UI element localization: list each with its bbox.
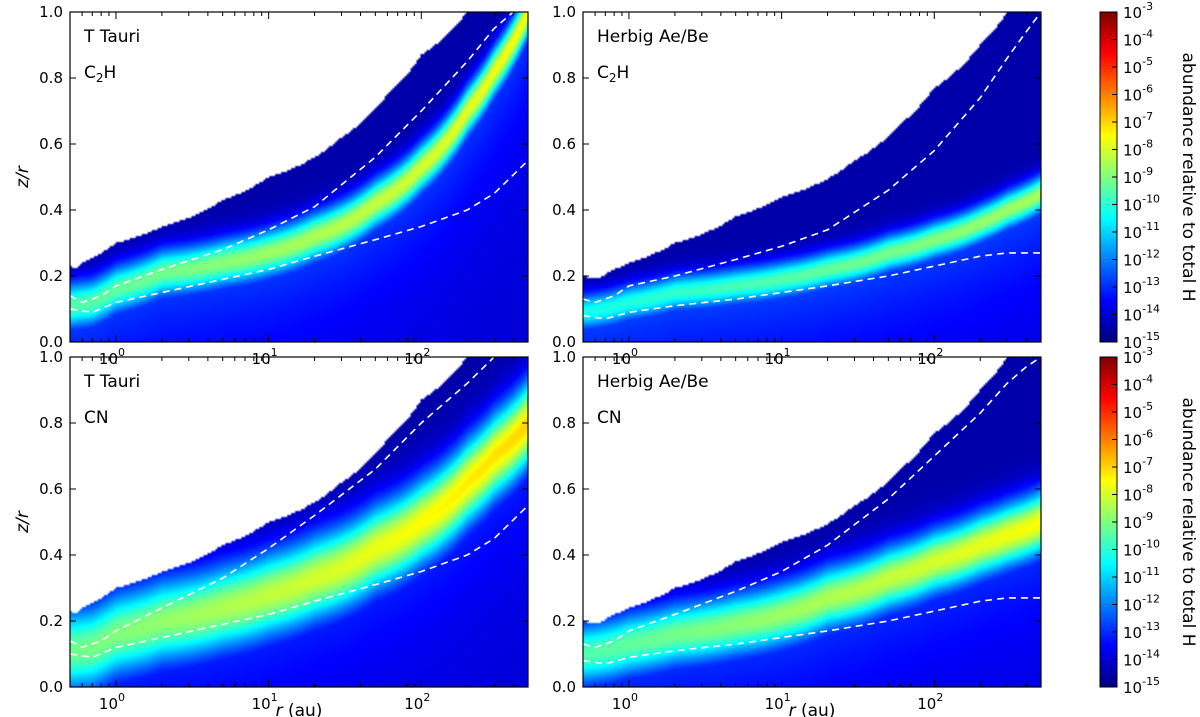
colorbar-label: abundance relative to total H — [1178, 397, 1198, 646]
colorbar-tick-label: 10-15 — [1123, 330, 1160, 352]
y-tick-label: 0.0 — [39, 678, 63, 696]
abundance-heatmap — [583, 12, 1041, 342]
colorbar-tick-label: 10-13 — [1123, 620, 1160, 642]
colorbar-tick-label: 10-9 — [1123, 510, 1153, 532]
y-tick-label: 0.2 — [552, 612, 576, 630]
colorbar-tick-label: 10-9 — [1123, 165, 1153, 187]
x-tick-label: 101 — [765, 691, 791, 713]
colorbar-top: 10-3 10-4 10-5 10-6 10-7 10-8 10-9 10-10 10-11 10… — [1099, 0, 1198, 352]
x-axis-label: r (au) — [276, 701, 323, 717]
x-tick-label: 100 — [99, 691, 125, 713]
colorbar-bottom: 10-3 10-4 10-5 10-6 10-7 10-8 10-9 10-10 10-11 10… — [1099, 345, 1198, 697]
x-tick-label: 102 — [917, 691, 943, 713]
colorbar-tick-label: 10-12 — [1123, 593, 1160, 615]
y-tick-label: 0.0 — [39, 333, 63, 351]
upper-dashed-contour — [70, 357, 496, 649]
colorbar-tick-label: 10-8 — [1123, 483, 1153, 505]
colorbar-tick-label: 10-11 — [1123, 220, 1160, 242]
panel-bottom-right: 0.0 0.2 0.4 0.6 0.8 1.0 100 101 102 Herbig Ae/Be C… — [552, 348, 1042, 717]
colorbar-tick-label: 10-10 — [1123, 193, 1160, 215]
y-tick-label: 0.2 — [39, 612, 63, 630]
colorbar-tick-label: 10-4 — [1123, 28, 1153, 50]
colorbar-tick-label: 10-10 — [1123, 538, 1160, 560]
x-tick-label: 101 — [252, 691, 278, 713]
y-tick-label: 0.6 — [39, 480, 63, 498]
y-tick-label: 0.8 — [552, 69, 576, 87]
colorbar-label: abundance relative to total H — [1178, 52, 1198, 301]
colorbar-tick-label: 10-6 — [1123, 428, 1153, 450]
colorbar-tick-label: 10-4 — [1123, 373, 1153, 395]
y-tick-label: 1.0 — [552, 348, 576, 366]
y-tick-label: 0.6 — [552, 135, 576, 153]
y-tick-label: 0.4 — [552, 201, 576, 219]
axes-frame — [69, 11, 529, 343]
lower-dashed-contour — [70, 504, 528, 659]
x-tick-label: 102 — [404, 691, 430, 713]
colorbar-tick-label: 10-6 — [1123, 83, 1153, 105]
lower-dashed-contour — [70, 159, 528, 314]
upper-dashed-contour — [583, 12, 1041, 304]
colorbar-tick-label: 10-8 — [1123, 138, 1153, 160]
abundance-heatmap — [70, 357, 528, 687]
y-tick-label: 0.6 — [552, 480, 576, 498]
disk-type-label: Herbig Ae/Be — [597, 27, 709, 47]
y-tick-label: 0.8 — [39, 414, 63, 432]
y-tick-label: 0.8 — [39, 69, 63, 87]
colorbars-group: 10-3 10-4 10-5 10-6 10-7 10-8 10-9 10-10 10-11 10… — [1099, 0, 1198, 697]
colorbar-tick-label: 10-3 — [1123, 345, 1153, 367]
disk-type-label: T Tauri — [83, 27, 140, 47]
y-tick-label: 0.6 — [39, 135, 63, 153]
colorbar-tick-label: 10-3 — [1123, 0, 1153, 22]
disk-type-label: T Tauri — [83, 372, 140, 392]
y-tick-label: 1.0 — [552, 3, 576, 21]
colorbar-tick-label: 10-14 — [1123, 648, 1160, 670]
y-tick-label: 0.4 — [552, 546, 576, 564]
colorbar-tick-label: 10-5 — [1123, 400, 1153, 422]
x-tick-label: 100 — [612, 691, 638, 713]
y-tick-label: 0.4 — [39, 201, 63, 219]
y-tick-label: 0.0 — [552, 678, 576, 696]
colorbar-tick-label: 10-13 — [1123, 275, 1160, 297]
upper-dashed-contour — [70, 12, 515, 304]
colorbar-tick-label: 10-7 — [1123, 110, 1153, 132]
y-tick-label: 0.2 — [39, 267, 63, 285]
species-label: C2H — [84, 63, 116, 85]
y-tick-label: 1.0 — [39, 3, 63, 21]
axes-frame — [582, 356, 1042, 688]
upper-dashed-contour — [583, 357, 1041, 649]
y-tick-label: 0.2 — [552, 267, 576, 285]
colorbar-tick-label: 10-5 — [1123, 55, 1153, 77]
species-label: CN — [597, 408, 622, 428]
colorbar-tick-label: 10-11 — [1123, 565, 1160, 587]
colorbar-tick-label: 10-12 — [1123, 248, 1160, 270]
y-tick-label: 0.0 — [552, 333, 576, 351]
disk-type-label: Herbig Ae/Be — [597, 372, 709, 392]
colorbar-tick-label: 10-14 — [1123, 303, 1160, 325]
y-tick-label: 0.8 — [552, 414, 576, 432]
colorbar-tick-label: 10-15 — [1123, 675, 1160, 697]
axes-frame — [582, 11, 1042, 343]
abundance-heatmap — [583, 357, 1041, 687]
abundance-heatmap — [70, 12, 528, 342]
panels-group: 0.0 0.2 0.4 0.6 0.8 1.0 100 101 102 T Tauri C2H z/r… — [13, 3, 1042, 717]
y-axis-label: z/r — [13, 165, 33, 189]
panel-bottom-left: 0.0 0.2 0.4 0.6 0.8 1.0 100 101 102 T Tauri CN z/r r… — [13, 348, 529, 717]
y-tick-label: 1.0 — [39, 348, 63, 366]
colorbar-tick-label: 10-7 — [1123, 455, 1153, 477]
species-label: C2H — [597, 63, 629, 85]
y-tick-label: 0.4 — [39, 546, 63, 564]
x-axis-label: r (au) — [789, 701, 836, 717]
species-label: CN — [84, 408, 109, 428]
y-axis-label: z/r — [13, 510, 33, 534]
axes-frame — [69, 356, 529, 688]
